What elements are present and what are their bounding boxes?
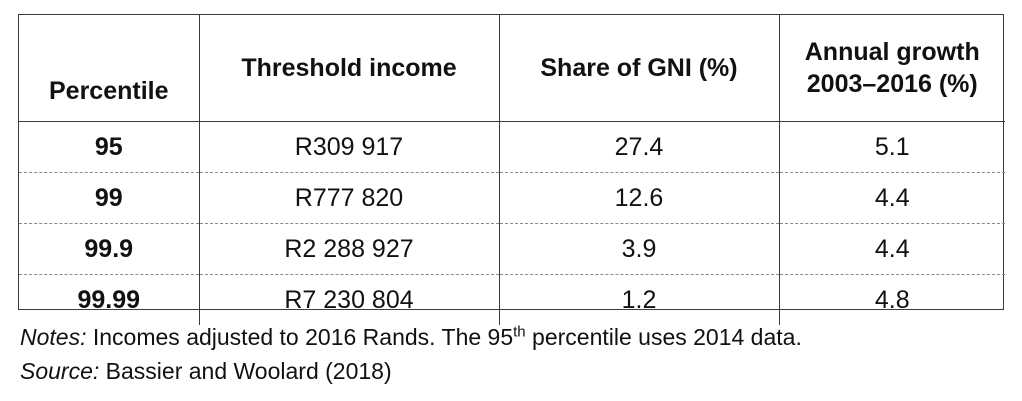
header-row: Percentile Threshold income Share of GNI… xyxy=(19,15,1005,122)
cell-percentile: 99.9 xyxy=(19,223,199,275)
notes-line: Notes: Incomes adjusted to 2016 Rands. T… xyxy=(20,320,802,354)
cell-share: 3.9 xyxy=(498,223,779,275)
cell-threshold: R777 820 xyxy=(198,172,499,224)
notes-superscript: th xyxy=(513,323,526,341)
table-row: 99.99 R7 230 804 1.2 4.8 xyxy=(19,274,1005,325)
header-annual-growth-line2: 2003–2016 (%) xyxy=(806,70,978,98)
table: Percentile Threshold income Share of GNI… xyxy=(19,15,1005,325)
header-annual-growth-line1: Annual growth xyxy=(804,37,980,66)
notes-text-before: Incomes adjusted to 2016 Rands. The 95 xyxy=(86,324,514,350)
source-label: Source: xyxy=(20,358,100,384)
header-annual-growth: Annual growth 2003–2016 (%) xyxy=(778,15,1005,122)
source-line: Source: Bassier and Woolard (2018) xyxy=(20,354,802,388)
cell-percentile: 99.99 xyxy=(77,285,141,314)
cell-percentile: 99 xyxy=(19,172,199,224)
cell-share: 12.6 xyxy=(498,172,779,224)
cell-growth: 5.1 xyxy=(778,121,1005,173)
cell-threshold: R7 230 804 xyxy=(198,274,499,325)
header-threshold-income: Threshold income xyxy=(198,15,499,122)
cell-threshold: R309 917 xyxy=(198,121,499,173)
table-row: 99 R777 820 12.6 4.4 xyxy=(19,172,1005,224)
cell-growth: 4.4 xyxy=(778,223,1005,275)
cell-percentile: 95 xyxy=(19,121,199,173)
income-table: Percentile Threshold income Share of GNI… xyxy=(18,14,1005,325)
cell-share: 27.4 xyxy=(498,121,779,173)
cell-growth: 4.4 xyxy=(778,172,1005,224)
table-row: 95 R309 917 27.4 5.1 xyxy=(19,121,1005,173)
cell-threshold: R2 288 927 xyxy=(198,223,499,275)
header-percentile: Percentile xyxy=(19,15,199,122)
cell-share: 1.2 xyxy=(498,274,779,325)
table-notes: Notes: Incomes adjusted to 2016 Rands. T… xyxy=(20,320,802,388)
table-row: 99.9 R2 288 927 3.9 4.4 xyxy=(19,223,1005,275)
header-share-of-gni: Share of GNI (%) xyxy=(498,15,779,122)
notes-label: Notes: xyxy=(20,324,87,350)
notes-text-after: percentile uses 2014 data. xyxy=(525,324,802,350)
source-text: Bassier and Woolard (2018) xyxy=(99,358,392,384)
cell-growth: 4.8 xyxy=(778,274,1005,325)
